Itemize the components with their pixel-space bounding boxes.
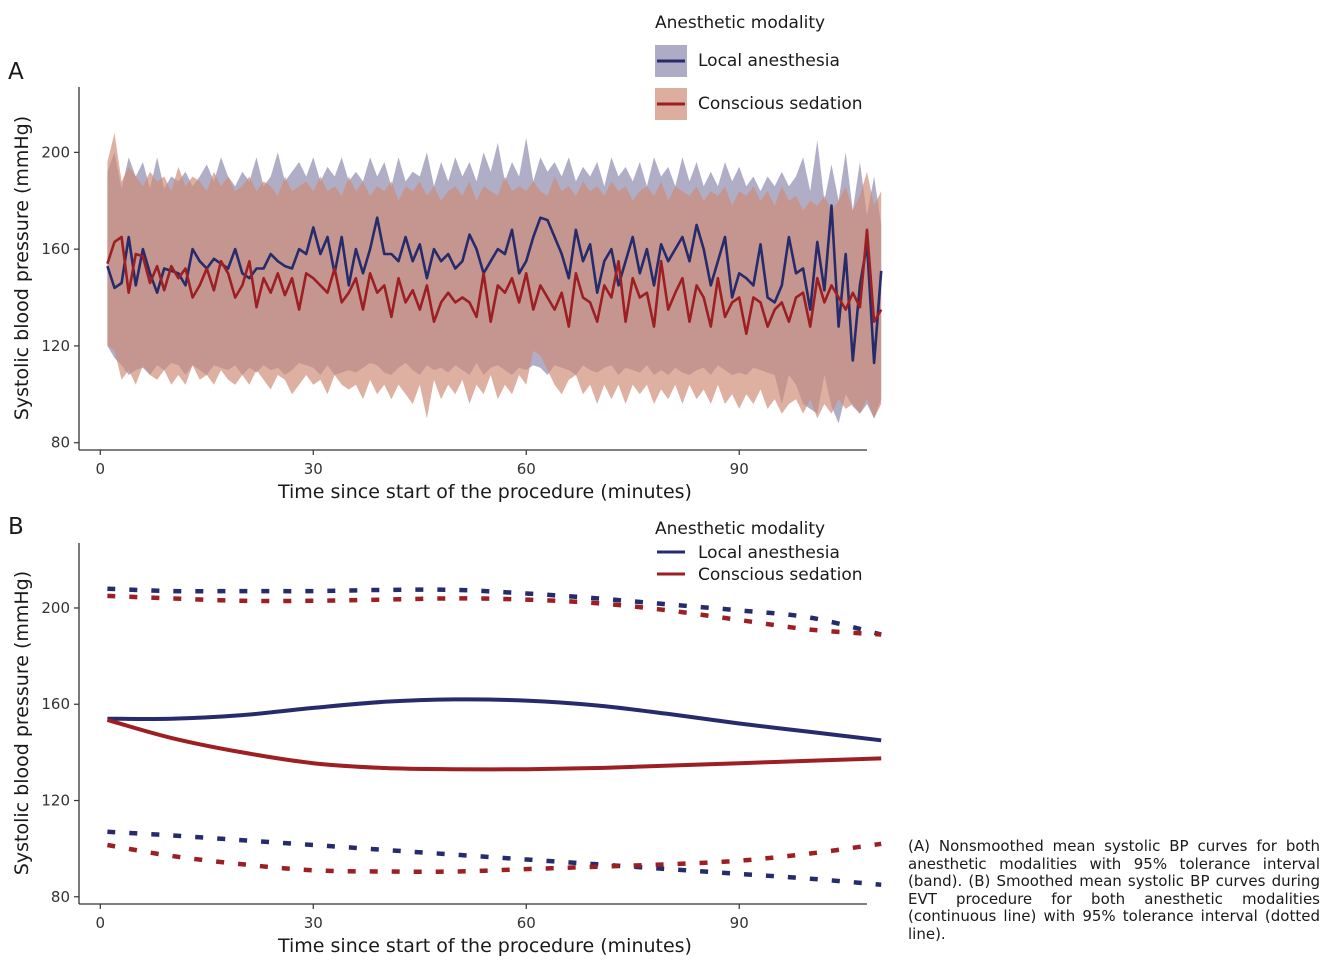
- panel-a-x-tick-label: 90: [730, 460, 749, 478]
- panel-a-x-tick-label: 60: [517, 460, 536, 478]
- panel-b-y-tick-label: 80: [51, 888, 70, 906]
- panel-b-x-tick-label: 90: [730, 914, 749, 932]
- panel-a-y-tick-label: 80: [51, 434, 70, 452]
- panel-b-x-tick-label: 0: [96, 914, 106, 932]
- panel-b-ticks: 0 30 60 90 80 120 160 200: [41, 599, 748, 932]
- panel-b-x-tick-label: 30: [304, 914, 323, 932]
- panel-a-x-tick-label: 30: [304, 460, 323, 478]
- panel-b-legend-title: Anesthetic modality: [655, 519, 825, 539]
- figure-caption: (A) Nonsmoothed mean systolic BP curves …: [908, 837, 1320, 943]
- upper-tolerance-conscious-sedation: [107, 593, 882, 637]
- panel-b-x-axis-label: Time since start of the procedure (minut…: [277, 935, 692, 957]
- panel-a-y-tick-label: 120: [41, 337, 70, 355]
- smoothed-mean-conscious-sedation: [106, 717, 882, 772]
- smoothed-mean-local-anesthesia: [107, 697, 882, 743]
- panel-a-ticks: 0 30 60 90 80 120 160 200: [41, 143, 748, 478]
- panel-b-y-tick-label: 120: [41, 792, 70, 810]
- legend-b-conscious-sedation-label: Conscious sedation: [698, 565, 863, 585]
- legend-local-anesthesia-label: Local anesthesia: [698, 51, 840, 71]
- panel-a-y-tick-label: 200: [41, 143, 70, 161]
- panel-b-plot-area: [106, 586, 882, 887]
- panel-a-x-axis-label: Time since start of the procedure (minut…: [277, 481, 692, 503]
- lower-tolerance-local-anesthesia: [107, 829, 882, 887]
- panel-a-x-tick-label: 0: [96, 460, 106, 478]
- legend-conscious-sedation-label: Conscious sedation: [698, 94, 863, 114]
- mean-line-conscious-sedation: [106, 228, 883, 336]
- panel-b-y-axis-label: Systolic blood pressure (mmHg): [11, 571, 33, 875]
- panel-a-y-tick-label: 160: [41, 240, 70, 258]
- panel-b-legend: Anesthetic modality Local anesthesia Con…: [655, 519, 863, 585]
- panel-b-x-tick-label: 60: [517, 914, 536, 932]
- panel-b-label: B: [8, 514, 24, 540]
- panel-a-plot-area: [106, 133, 883, 424]
- panel-a-legend: Anesthetic modality Local anesthesia Con…: [655, 13, 863, 120]
- panel-a-label: A: [8, 59, 24, 85]
- panel-b: B 0 30 60 90 80 120 160 200 Time since start of…: [8, 514, 882, 957]
- band-conscious-sedation: [107, 133, 882, 419]
- mean-line-local-anesthesia: [106, 204, 883, 365]
- panel-a-y-axis-label: Systolic blood pressure (mmHg): [11, 116, 33, 420]
- upper-tolerance-local-anesthesia: [107, 586, 882, 637]
- legend-b-local-anesthesia-label: Local anesthesia: [698, 543, 840, 563]
- panel-a-legend-title: Anesthetic modality: [655, 13, 825, 33]
- panel-a: A 0 30 60 90 80 120 160 200 Time since start of…: [8, 13, 883, 503]
- lower-tolerance-conscious-sedation: [107, 841, 882, 874]
- panel-b-y-tick-label: 200: [41, 599, 70, 617]
- panel-b-y-tick-label: 160: [41, 695, 70, 713]
